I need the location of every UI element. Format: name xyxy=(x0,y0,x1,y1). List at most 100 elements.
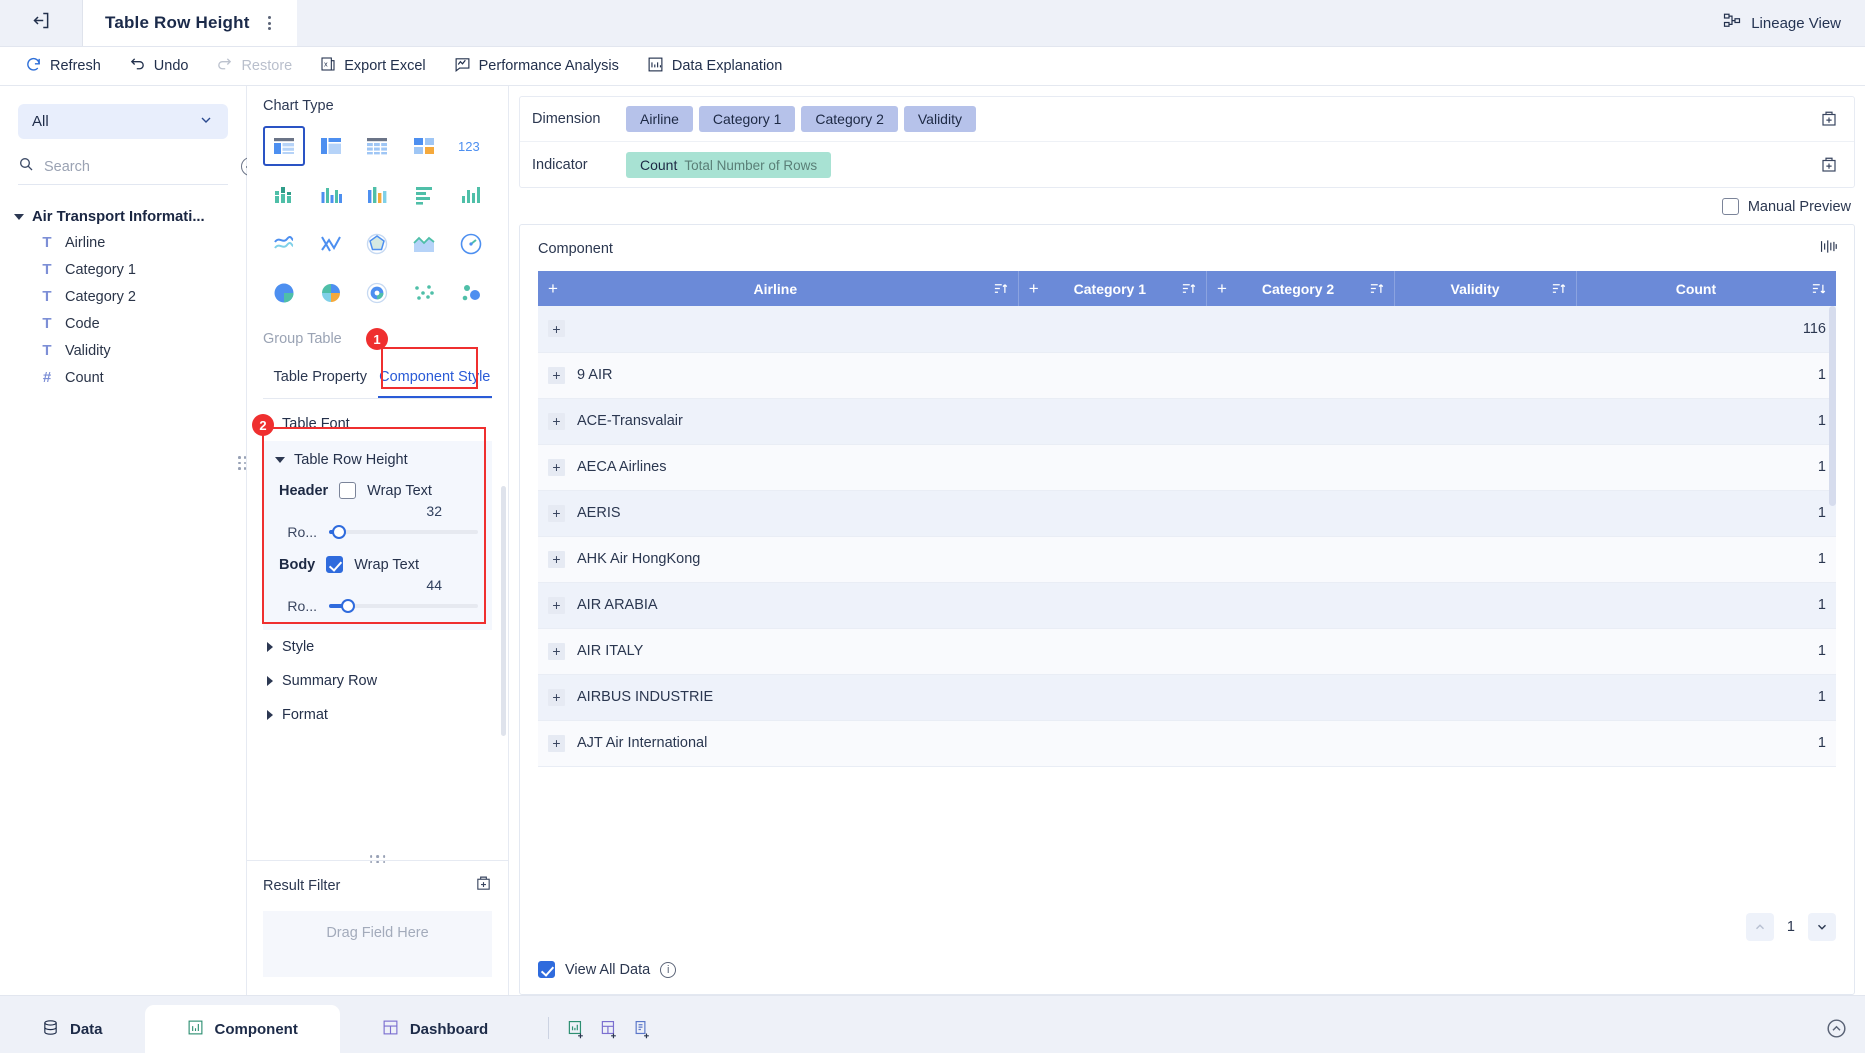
table-row[interactable]: + AECA Airlines 1 xyxy=(538,444,1836,491)
sidebar-field-count[interactable]: # Count xyxy=(0,364,246,391)
cross-table-icon[interactable] xyxy=(310,126,352,166)
sidebar-field-category-1[interactable]: T Category 1 xyxy=(0,256,246,283)
header-row-height-slider[interactable] xyxy=(329,525,478,539)
bar-chart-icon[interactable] xyxy=(403,175,445,215)
indicator-pill-count[interactable]: Count Total Number of Rows xyxy=(626,151,832,178)
table-row[interactable]: + AIR ARABIA 1 xyxy=(538,582,1836,629)
line-chart-icon[interactable] xyxy=(263,224,305,264)
table-row[interactable]: + AERIS 1 xyxy=(538,490,1836,537)
section-format[interactable]: Format xyxy=(263,698,492,732)
body-wrap-text-checkbox[interactable] xyxy=(326,556,344,573)
refresh-button[interactable]: Refresh xyxy=(14,51,112,82)
collapse-up-icon[interactable] xyxy=(1826,1018,1865,1053)
section-table-font[interactable]: Table Font xyxy=(263,407,492,441)
body-row-height-slider[interactable] xyxy=(329,599,478,613)
column-expand-all-plus[interactable]: + xyxy=(1216,279,1227,298)
chevron-up-icon[interactable] xyxy=(1745,913,1774,941)
section-summary-row[interactable]: Summary Row xyxy=(263,664,492,698)
bottom-tab-dashboard[interactable]: Dashboard xyxy=(340,1005,530,1053)
column-header-count[interactable]: Count xyxy=(1576,271,1836,306)
chevron-down-icon[interactable] xyxy=(1808,913,1836,941)
result-filter-dropzone[interactable]: Drag Field Here xyxy=(263,911,492,977)
sort-asc-icon[interactable] xyxy=(1181,281,1196,296)
number-kpi-icon[interactable]: 123 xyxy=(450,126,492,166)
stacked-column-icon[interactable] xyxy=(263,175,305,215)
table-row[interactable]: + 116 xyxy=(538,306,1836,353)
row-expand-icon[interactable]: + xyxy=(548,688,565,706)
row-expand-icon[interactable]: + xyxy=(548,642,565,660)
sidebar-field-validity[interactable]: T Validity xyxy=(0,337,246,364)
back-button[interactable] xyxy=(0,0,83,46)
column-header-category-1[interactable]: + Category 1 xyxy=(1018,271,1207,306)
section-style[interactable]: Style xyxy=(263,630,492,664)
scatter-chart-icon[interactable] xyxy=(403,273,445,313)
area-column-icon[interactable] xyxy=(450,175,492,215)
tab-table-property[interactable]: Table Property xyxy=(273,369,368,385)
body-slider-knob[interactable] xyxy=(341,599,356,613)
column-settings-icon[interactable] xyxy=(1819,238,1838,260)
lineage-view-button[interactable]: Lineage View xyxy=(1710,0,1865,46)
add-indicator-icon[interactable] xyxy=(1820,156,1854,174)
table-row[interactable]: + AJT Air International 1 xyxy=(538,720,1836,767)
table-vertical-scrollbar[interactable] xyxy=(1829,306,1836,506)
panel-scrollbar[interactable] xyxy=(501,486,506,736)
dataset-node[interactable]: Air Transport Informati... xyxy=(0,205,246,229)
tab-component-style[interactable]: Component Style xyxy=(377,359,492,398)
bottom-tab-component[interactable]: Component xyxy=(144,1005,340,1053)
sort-desc-icon[interactable] xyxy=(1811,281,1826,296)
table-row[interactable]: +9 AIR 1 xyxy=(538,352,1836,399)
add-dimension-icon[interactable] xyxy=(1820,110,1854,128)
search-input[interactable] xyxy=(44,158,231,175)
rose-chart-icon[interactable] xyxy=(310,273,352,313)
sidebar-field-airline[interactable]: T Airline xyxy=(0,229,246,256)
row-expand-icon[interactable]: + xyxy=(548,320,565,338)
combo-column-icon[interactable] xyxy=(357,175,399,215)
section-table-row-height[interactable]: Table Row Height xyxy=(263,443,492,477)
row-expand-icon[interactable]: + xyxy=(548,458,565,476)
undo-button[interactable]: Undo xyxy=(118,51,200,82)
row-expand-icon[interactable]: + xyxy=(548,734,565,752)
detail-table-icon[interactable] xyxy=(357,126,399,166)
more-vertical-icon[interactable] xyxy=(264,14,275,32)
pie-chart-icon[interactable] xyxy=(263,273,305,313)
sort-asc-icon[interactable] xyxy=(993,281,1008,296)
add-filter-icon[interactable] xyxy=(475,875,492,897)
row-expand-icon[interactable]: + xyxy=(548,366,565,384)
bubble-chart-icon[interactable] xyxy=(450,273,492,313)
view-all-data-checkbox[interactable] xyxy=(538,961,555,978)
donut-chart-icon[interactable] xyxy=(357,273,399,313)
dimension-pill-validity[interactable]: Validity xyxy=(903,106,976,132)
indicator-card-icon[interactable] xyxy=(403,126,445,166)
scope-selector[interactable]: All xyxy=(18,104,228,139)
column-expand-all-plus[interactable]: + xyxy=(548,279,558,298)
restore-button[interactable]: Restore xyxy=(205,51,303,82)
table-row[interactable]: + AIRBUS INDUSTRIE 1 xyxy=(538,674,1836,721)
row-expand-icon[interactable]: + xyxy=(548,550,565,568)
table-row[interactable]: + AHK Air HongKong 1 xyxy=(538,536,1836,583)
group-table-icon[interactable] xyxy=(263,126,305,166)
table-row[interactable]: + ACE-Transvalair 1 xyxy=(538,398,1836,445)
gauge-icon[interactable] xyxy=(450,224,492,264)
add-chart-icon[interactable] xyxy=(567,1020,586,1039)
panel-resize-handle[interactable] xyxy=(238,456,247,470)
column-header-category-2[interactable]: + Category 2 xyxy=(1206,271,1396,306)
dimension-pill-category-2[interactable]: Category 2 xyxy=(801,106,898,132)
performance-analysis-button[interactable]: Performance Analysis xyxy=(443,51,630,82)
column-chart-icon[interactable] xyxy=(310,175,352,215)
column-expand-all-plus[interactable]: + xyxy=(1028,279,1039,298)
column-header-airline[interactable]: + Airline xyxy=(538,271,1019,306)
result-filter-resize-handle[interactable] xyxy=(369,855,386,864)
radar-chart-icon[interactable] xyxy=(357,224,399,264)
manual-preview-checkbox[interactable] xyxy=(1721,198,1739,215)
add-dashboard-icon[interactable] xyxy=(600,1020,619,1039)
column-header-validity[interactable]: Validity xyxy=(1394,271,1577,306)
table-row[interactable]: + AIR ITALY 1 xyxy=(538,628,1836,675)
row-expand-icon[interactable]: + xyxy=(548,596,565,614)
row-expand-icon[interactable]: + xyxy=(548,504,565,522)
dimension-pill-category-1[interactable]: Category 1 xyxy=(698,106,796,132)
add-report-icon[interactable] xyxy=(633,1020,652,1039)
header-wrap-text-checkbox[interactable] xyxy=(339,482,357,499)
data-explanation-button[interactable]: Data Explanation xyxy=(636,51,793,82)
sidebar-field-code[interactable]: T Code xyxy=(0,310,246,337)
row-expand-icon[interactable]: + xyxy=(548,412,565,430)
